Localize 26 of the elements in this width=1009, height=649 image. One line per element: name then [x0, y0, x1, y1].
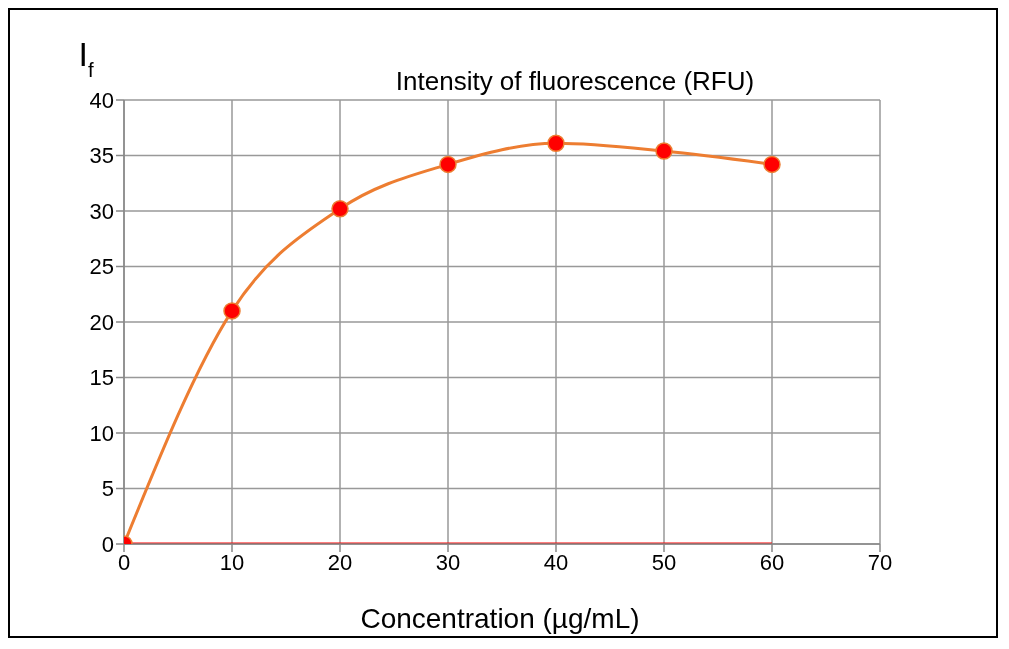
x-axis-title: Concentration (µg/mL): [360, 603, 640, 634]
point: [763, 155, 781, 174]
x-tick-label: 70: [867, 549, 893, 575]
y-tick-label: 0: [101, 531, 114, 557]
y-tick-label: 15: [89, 365, 114, 391]
point: [223, 302, 241, 320]
x-tick-label: 10: [219, 549, 245, 575]
y-tick-label: 20: [89, 309, 114, 335]
x-tick-label: 50: [651, 549, 677, 575]
x-tick-label: 0: [117, 549, 131, 575]
x-tick-label: 60: [759, 549, 785, 575]
y-tick-label: 35: [89, 143, 114, 169]
y-tick-label: 30: [89, 198, 114, 224]
y-axis-title: I$_{f}$: [78, 35, 94, 81]
point: [547, 134, 565, 153]
point: [439, 155, 457, 174]
chart-title: Intensity of fluorescence (RFU): [395, 66, 755, 96]
x-tick-label: 20: [327, 549, 353, 575]
y-tick-label: 10: [89, 420, 114, 446]
point: [655, 142, 673, 160]
point: [331, 200, 349, 218]
x-tick-label: 30: [435, 549, 461, 575]
y-tick-label: 25: [89, 254, 114, 280]
y-tick-label: 5: [101, 476, 114, 502]
y-tick-label: 40: [89, 87, 114, 113]
x-tick-label: 40: [543, 549, 569, 575]
